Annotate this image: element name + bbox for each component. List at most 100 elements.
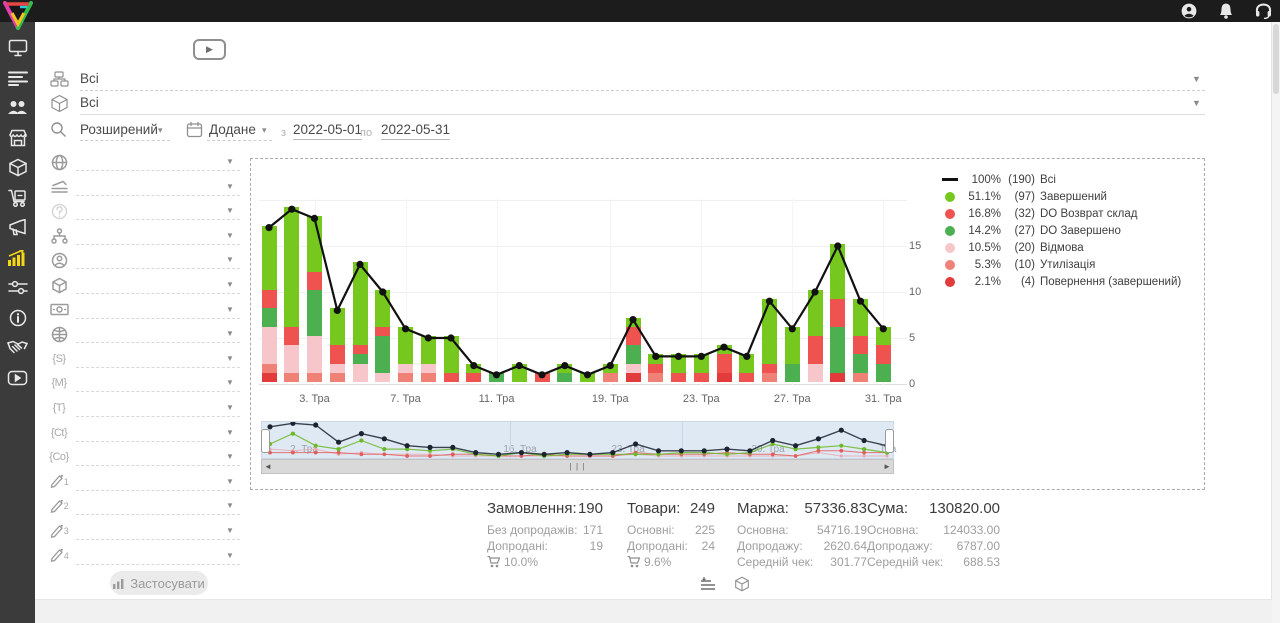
- user-icon[interactable]: [1181, 3, 1197, 19]
- product-select-value[interactable]: Всі: [80, 95, 99, 110]
- chevron-down-icon[interactable]: ▼: [226, 452, 234, 462]
- chevron-down-icon[interactable]: ▼: [226, 501, 234, 511]
- stacked-bar[interactable]: [716, 345, 732, 382]
- stacked-bar[interactable]: [580, 372, 595, 382]
- stacked-bar[interactable]: [511, 363, 527, 382]
- apply-button[interactable]: Застосувати: [110, 571, 208, 595]
- stacked-bar[interactable]: [693, 354, 709, 382]
- date-field-select[interactable]: Додане: [209, 122, 256, 137]
- sidebar-item-list[interactable]: [6, 67, 30, 88]
- filter-select-field[interactable]: [76, 416, 240, 417]
- filter-select-field[interactable]: [76, 342, 240, 344]
- filter-select-field[interactable]: [76, 317, 240, 319]
- filter-select-field[interactable]: [76, 293, 240, 294]
- chevron-down-icon[interactable]: ▼: [226, 206, 234, 216]
- navigator-left-handle[interactable]: [261, 429, 270, 453]
- filter-select-field[interactable]: [76, 514, 240, 516]
- sidebar-item-sliders[interactable]: [6, 277, 30, 298]
- chevron-down-icon[interactable]: ▼: [1192, 98, 1201, 108]
- stacked-bar[interactable]: [807, 290, 823, 382]
- stacked-bar[interactable]: [534, 372, 550, 382]
- stacked-bar[interactable]: [557, 363, 573, 382]
- legend-item[interactable]: 10.5% (20) Відмова: [939, 239, 1181, 256]
- filter-select-field[interactable]: [76, 366, 240, 368]
- sidebar-item-video[interactable]: [6, 367, 30, 388]
- chevron-down-icon[interactable]: ▼: [226, 230, 234, 240]
- chevron-down-icon[interactable]: ▼: [226, 403, 234, 412]
- app-logo-icon[interactable]: [3, 1, 33, 30]
- sidebar-item-info[interactable]: [6, 307, 30, 328]
- legend-item[interactable]: 2.1% (4) Повернення (завершений): [939, 273, 1181, 290]
- sidebar-item-people[interactable]: [6, 97, 30, 118]
- chevron-down-icon[interactable]: ▼: [1192, 74, 1201, 84]
- chevron-down-icon[interactable]: ▾: [158, 125, 163, 135]
- chevron-down-icon[interactable]: ▼: [226, 157, 234, 166]
- filter-select-field[interactable]: [76, 440, 240, 442]
- stacked-bar[interactable]: [648, 354, 664, 382]
- sidebar-item-package[interactable]: [6, 157, 30, 178]
- sidebar-item-store[interactable]: [6, 127, 30, 148]
- navigator-right-handle[interactable]: [885, 429, 894, 453]
- chevron-down-icon[interactable]: ▼: [226, 181, 234, 191]
- video-help-button[interactable]: ▶: [193, 39, 226, 60]
- stacked-bar[interactable]: [420, 336, 436, 382]
- scrollbar-grip[interactable]: | | |: [569, 462, 586, 471]
- date-from-input[interactable]: 2022-05-01: [293, 122, 363, 140]
- chevron-down-icon[interactable]: ▼: [226, 255, 234, 265]
- chart-scrollbar[interactable]: ◄ | | | ►: [261, 459, 894, 474]
- stacked-bar[interactable]: [284, 207, 300, 382]
- filter-select-field[interactable]: [76, 391, 240, 393]
- scroll-left-arrow[interactable]: ◄: [264, 462, 272, 471]
- filter-select-field[interactable]: [76, 563, 240, 565]
- filter-select-field[interactable]: [76, 243, 240, 245]
- legend-item[interactable]: 16.8% (32) DO Возврат склад: [939, 205, 1181, 222]
- chevron-down-icon[interactable]: ▼: [226, 550, 234, 560]
- filter-select-field[interactable]: [76, 489, 240, 491]
- chevron-down-icon[interactable]: ▼: [226, 526, 234, 535]
- sidebar-item-delivery[interactable]: [6, 187, 30, 208]
- legend-item[interactable]: 5.3% (10) Утилізація: [939, 256, 1181, 273]
- stacked-bar[interactable]: [352, 262, 368, 382]
- stacked-bar[interactable]: [375, 290, 391, 382]
- sidebar-item-handshake[interactable]: [6, 337, 30, 358]
- stacked-bar[interactable]: [625, 317, 641, 382]
- headset-icon[interactable]: [1255, 3, 1272, 19]
- chevron-down-icon[interactable]: ▾: [262, 125, 267, 135]
- sidebar-item-megaphone[interactable]: [6, 217, 30, 238]
- stacked-bar[interactable]: [398, 326, 413, 382]
- chevron-down-icon[interactable]: ▼: [226, 353, 234, 363]
- filter-select-field[interactable]: [76, 219, 240, 221]
- stacked-bar[interactable]: [830, 244, 846, 382]
- stacked-bar[interactable]: [489, 372, 504, 382]
- sidebar-item-analytics[interactable]: [6, 247, 30, 268]
- legend-item[interactable]: 14.2% (27) DO Завершено: [939, 222, 1181, 239]
- filter-select-field[interactable]: [76, 194, 240, 196]
- stacked-bar[interactable]: [762, 299, 777, 382]
- bell-icon[interactable]: [1219, 3, 1233, 19]
- chevron-down-icon[interactable]: ▼: [226, 427, 234, 437]
- filter-select-field[interactable]: [76, 465, 240, 467]
- chevron-down-icon[interactable]: ▼: [226, 476, 234, 486]
- stacked-bar[interactable]: [307, 216, 322, 382]
- stacked-bar[interactable]: [602, 363, 618, 382]
- stacked-bar[interactable]: [443, 336, 459, 382]
- chevron-down-icon[interactable]: ▼: [226, 280, 234, 289]
- stacked-bar[interactable]: [671, 354, 686, 382]
- scroll-right-arrow[interactable]: ►: [883, 462, 891, 471]
- stacked-bar[interactable]: [739, 354, 755, 382]
- category-select-value[interactable]: Всі: [80, 71, 99, 86]
- chevron-down-icon[interactable]: ▼: [226, 329, 234, 339]
- sidebar-item-monitor[interactable]: [6, 37, 30, 58]
- orders-list-toggle[interactable]: [699, 576, 719, 592]
- stacked-bar[interactable]: [261, 225, 277, 382]
- filter-select-field[interactable]: [76, 170, 240, 171]
- stacked-bar[interactable]: [853, 299, 868, 382]
- filter-select-field[interactable]: [76, 539, 240, 540]
- stacked-bar[interactable]: [329, 308, 345, 382]
- stacked-bar[interactable]: [875, 326, 891, 382]
- products-view-toggle[interactable]: [732, 576, 752, 592]
- chevron-down-icon[interactable]: ▼: [226, 378, 234, 388]
- stacked-bar[interactable]: [784, 326, 800, 382]
- search-mode-select[interactable]: Розширений: [80, 122, 158, 137]
